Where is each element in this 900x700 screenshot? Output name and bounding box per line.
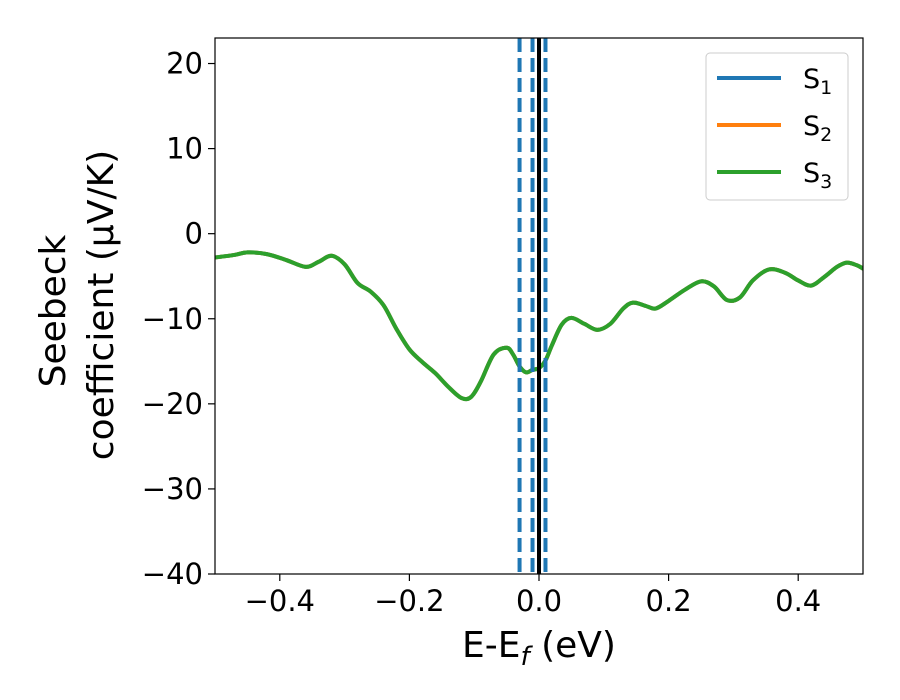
legend-items: S1 S2 S3: [717, 64, 832, 193]
x-tick-label: −0.2: [374, 584, 444, 618]
legend-label-s1: S1: [803, 64, 832, 99]
x-tick-label: 0.0: [516, 584, 562, 618]
y-tick-label: −40: [142, 557, 203, 591]
y-tick-label: −20: [142, 387, 203, 421]
y-ticks: −40 −30 −20 −10 0 10 20: [142, 47, 215, 591]
legend-label-s3: S3: [803, 158, 832, 193]
y-axis-label: Seebeck coefficient (μV/K): [33, 150, 122, 460]
y-tick-label: 20: [166, 47, 203, 81]
y-tick-label: −30: [142, 472, 203, 506]
y-tick-label: 10: [166, 132, 203, 166]
x-tick-label: 0.4: [775, 584, 821, 618]
x-ticks: −0.4 −0.2 0.0 0.2 0.4: [245, 574, 821, 618]
vertical-lines-layer: [517, 38, 548, 574]
series-line-s3: [215, 250, 863, 402]
y-axis-label-line2: coefficient (μV/K): [81, 150, 122, 460]
x-tick-label: −0.4: [245, 584, 315, 618]
x-tick-label: 0.2: [646, 584, 692, 618]
series-layer: [215, 250, 863, 402]
legend: S1 S2 S3: [705, 52, 849, 201]
y-axis-label-line1: Seebeck: [33, 234, 74, 387]
x-axis-label: E-Ef (eV): [462, 625, 616, 672]
legend-label-s2: S2: [803, 111, 832, 146]
y-tick-label: 0: [185, 217, 203, 251]
y-tick-label: −10: [142, 302, 203, 336]
